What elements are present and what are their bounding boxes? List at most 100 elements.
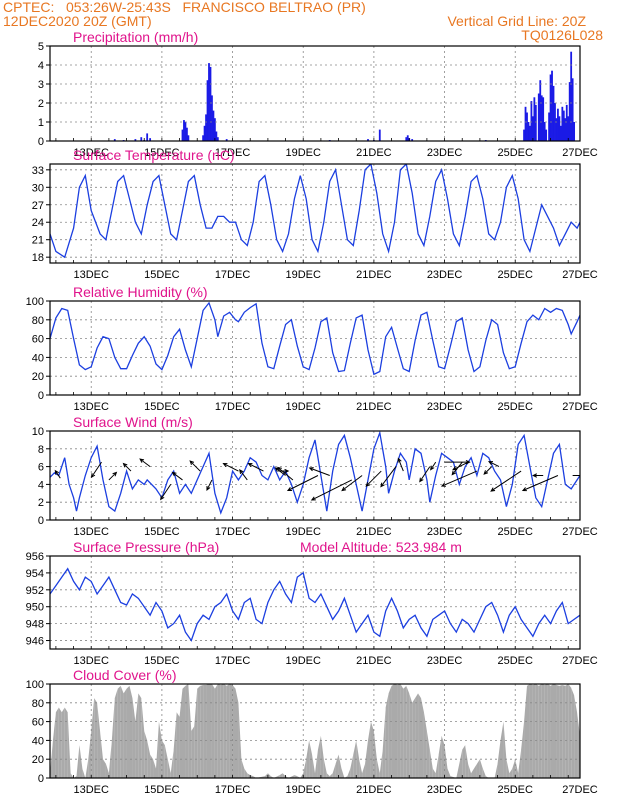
humidity-frame <box>49 300 581 396</box>
wind-panel: 0 2 4 6 8 10 13DEC 15DEC 17DEC 19DEC 21DEC 23DEC 25D… <box>32 414 598 538</box>
cloud-cover-area-segment-55 <box>211 684 215 778</box>
pressure-xtick-label: 21DEC <box>356 655 392 667</box>
cloud-cover-ytick-label: 0 <box>38 773 44 785</box>
wind-arrow-30 <box>490 470 522 492</box>
precipitation-title: Precipitation (mm/h) <box>73 29 198 45</box>
cloud-cover-area-segment-23 <box>117 685 121 778</box>
cloud-cover-area-segment-144 <box>497 740 501 778</box>
precipitation-bar-7 <box>181 129 184 141</box>
cloud-cover-area-segment-47 <box>188 684 192 778</box>
wind-arrow-10 <box>239 469 248 481</box>
precipitation-bar-16 <box>208 63 210 141</box>
cloud-cover-area-segment-38 <box>161 740 165 778</box>
cloud-cover-area-segment-2 <box>55 707 59 778</box>
temperature-xtick-label: 13DEC <box>73 269 109 281</box>
temperature-xtick-label: 17DEC <box>215 269 251 281</box>
precipitation-bar-0 <box>113 139 116 141</box>
cloud-cover-area-segment-60 <box>226 684 230 778</box>
pressure-ytick-label: 954 <box>26 568 44 580</box>
cloud-cover-area-segment-140 <box>482 768 486 778</box>
temperature-ytick-label: 21 <box>32 235 44 247</box>
cloud-cover-area-segment-42 <box>173 712 177 778</box>
wind-arrow-25 <box>451 461 463 476</box>
cloud-cover-area-segment-106 <box>373 731 377 778</box>
cloud-cover-area-segment-36 <box>156 721 159 778</box>
precipitation-bar-59 <box>564 118 567 141</box>
precipitation-bar-21 <box>215 131 218 141</box>
cloud-cover-ytick-label: 100 <box>26 679 44 691</box>
cloud-cover-area-segment-41 <box>170 749 174 778</box>
wind-arrow-5 <box>160 484 172 501</box>
cloud-cover-xtick-label: 25DEC <box>497 784 533 796</box>
cloud-cover-area-segment-163 <box>553 684 557 778</box>
precipitation-bar-29 <box>406 135 409 141</box>
cloud-cover-area-segment-27 <box>129 685 133 778</box>
cloud-cover-area-segment-39 <box>164 745 168 778</box>
wind-arrow-21 <box>397 457 404 472</box>
humidity-xtick-label: 17DEC <box>215 401 251 413</box>
temperature-ytick-label: 18 <box>32 252 44 264</box>
precipitation-ytick-label: 4 <box>38 60 44 72</box>
precipitation-bar-60 <box>565 104 568 141</box>
cloud-cover-area-segment-164 <box>556 684 560 778</box>
precipitation-bar-12 <box>202 135 205 141</box>
cloud-cover-area-segment-158 <box>538 684 542 778</box>
cloud-cover-area-segment-34 <box>150 754 154 778</box>
cloud-cover-area-segment-51 <box>200 684 204 778</box>
cloud-cover-area-segment-82 <box>303 759 307 778</box>
wind-xtick-label: 17DEC <box>215 526 251 538</box>
cloud-cover-area-segment-155 <box>529 684 533 778</box>
cloud-cover-area-segment-121 <box>418 693 421 778</box>
cloud-cover-frame <box>49 683 581 779</box>
cloud-cover-xtick-label: 27DEC <box>562 784 598 796</box>
cloud-cover-area-segment-131 <box>447 768 451 778</box>
cloud-cover-area-segment-133 <box>456 749 463 778</box>
cloud-cover-area-segment-28 <box>132 698 136 778</box>
cloud-cover-area-segment-81 <box>300 773 304 778</box>
cloud-cover-area-segment-40 <box>167 759 171 778</box>
cloud-cover-area-segment-85 <box>312 754 315 778</box>
cloud-cover-area-segment-12 <box>85 759 89 778</box>
cloud-cover-area-segment-128 <box>438 735 442 778</box>
precipitation-bar-54 <box>557 108 559 141</box>
precipitation-bar-17 <box>209 66 212 141</box>
wind-arrow-20 <box>380 466 397 488</box>
cloud-cover-area-segment-97 <box>347 768 351 778</box>
precipitation-bar-25 <box>367 139 369 141</box>
precipitation-ytick-label: 0 <box>38 136 44 148</box>
cloud-cover-area-segment-152 <box>521 721 525 778</box>
wind-arrow-27 <box>440 470 478 487</box>
cloud-cover-area-segment-53 <box>206 684 209 778</box>
pressure-ytick-label: 946 <box>26 636 44 648</box>
cloud-cover-area-segment-37 <box>158 721 162 778</box>
precipitation-bar-3 <box>140 137 143 141</box>
precipitation-ytick-label: 5 <box>38 41 44 53</box>
cloud-cover-area-segment-93 <box>335 754 339 778</box>
cloud-cover-area-segment-104 <box>368 721 371 778</box>
cloud-cover-area-segment-145 <box>500 721 504 778</box>
cloud-cover-area-segment-67 <box>247 773 251 778</box>
precipitation-bar-2 <box>134 139 137 141</box>
precipitation-bar-52 <box>554 103 556 141</box>
cloud-cover-area-segment-149 <box>512 759 516 778</box>
wind-xtick-label: 23DEC <box>427 526 463 538</box>
precipitation-bar-57 <box>561 106 564 141</box>
humidity-xtick-label: 27DEC <box>562 401 598 413</box>
temperature-panel: 18 21 24 27 30 33 13DEC 15DEC 17DEC 19DEC 21DEC 23D… <box>32 147 598 281</box>
humidity-xtick-label: 23DEC <box>427 401 463 413</box>
precipitation-bar-44 <box>540 95 543 141</box>
cloud-cover-area-segment-56 <box>214 684 218 778</box>
cloud-cover-area-segment-59 <box>223 684 227 778</box>
cloud-cover-area-segment-54 <box>209 684 212 778</box>
cloud-cover-area-segment-66 <box>244 768 248 778</box>
wind-arrow-23 <box>430 461 437 471</box>
cloud-cover-area-segment-117 <box>406 685 410 778</box>
pressure-ytick-label: 948 <box>26 619 44 631</box>
temperature-ytick-label: 33 <box>32 165 44 177</box>
cloud-cover-area-segment-147 <box>506 759 510 778</box>
wind-arrow-9 <box>222 463 239 472</box>
cloud-cover-area-segment-3 <box>58 707 62 778</box>
wind-arrow-6 <box>171 471 183 481</box>
precipitation-bar-5 <box>146 133 149 141</box>
